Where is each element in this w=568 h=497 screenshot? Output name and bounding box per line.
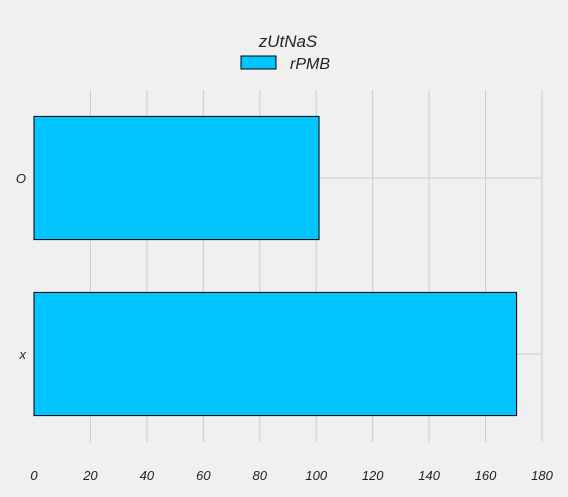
x-tick-label: 160	[475, 468, 497, 483]
legend-title: zUtNaS	[258, 32, 318, 51]
y-axis-ticks: Ox	[16, 171, 27, 362]
legend-swatch	[240, 55, 277, 70]
x-axis-ticks: 0 20 40 60 80 100 120 140 160 180	[30, 468, 553, 483]
x-tick-label: 80	[253, 468, 268, 483]
y-tick-label: O	[16, 171, 26, 186]
legend: zUtNaS rPMB	[240, 32, 330, 73]
x-tick-label: 140	[418, 468, 440, 483]
x-tick-label: 120	[362, 468, 384, 483]
x-tick-label: 40	[140, 468, 155, 483]
x-tick-label: 20	[82, 468, 98, 483]
x-tick-label: 0	[30, 468, 38, 483]
x-tick-label: 100	[305, 468, 327, 483]
y-tick-label: x	[19, 347, 27, 362]
x-tick-label: 60	[196, 468, 211, 483]
bar-x	[33, 291, 518, 417]
bar-O	[33, 115, 320, 241]
bars	[33, 115, 518, 417]
legend-label: rPMB	[290, 56, 330, 73]
x-tick-label: 180	[531, 468, 553, 483]
